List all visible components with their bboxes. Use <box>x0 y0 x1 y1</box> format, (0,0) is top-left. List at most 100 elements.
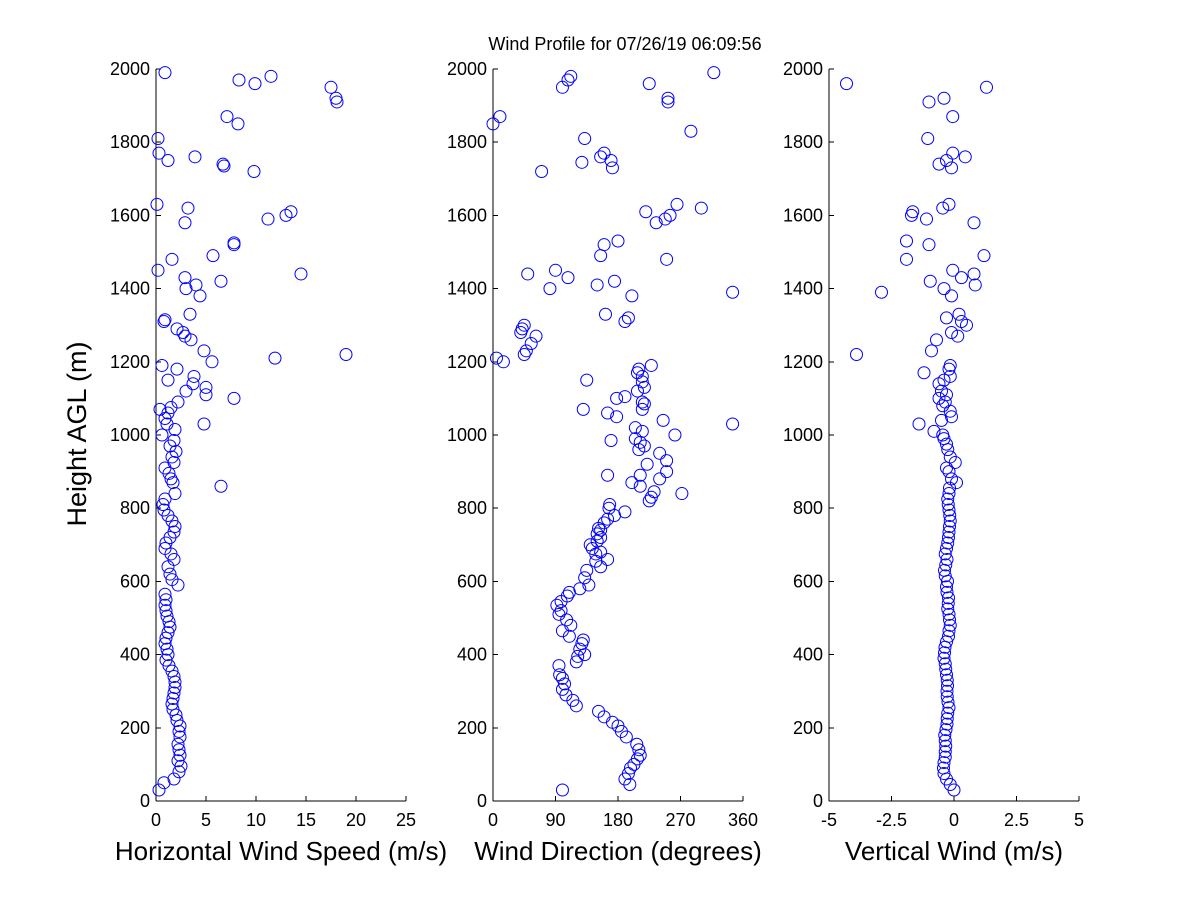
vertical-wind-point <box>940 552 954 566</box>
horizontal-wind-speed-point <box>188 150 202 164</box>
horizontal-wind-speed-point <box>166 692 180 706</box>
vertical-wind-point <box>938 750 952 764</box>
horizontal-wind-speed-y-tick-label: 1000 <box>110 425 150 445</box>
horizontal-wind-speed-point <box>167 455 181 469</box>
vertical-wind-point <box>945 326 958 340</box>
horizontal-wind-speed-point <box>156 498 170 512</box>
panel-vertical-wind: 0 200 400 600 800 1000 1200 1400 1600 1800 2000 -5 -… <box>783 59 1084 866</box>
wind-direction-point <box>647 485 661 499</box>
vertical-wind-y-tick-label: 800 <box>793 498 823 518</box>
wind-direction-point <box>564 618 578 632</box>
vertical-wind-point <box>952 307 966 321</box>
vertical-wind-point <box>943 613 956 627</box>
vertical-wind-point <box>937 373 951 387</box>
horizontal-wind-speed-point <box>161 154 175 167</box>
vertical-wind-point <box>940 668 953 682</box>
wind-direction-point <box>611 234 625 248</box>
wind-direction-point <box>521 267 535 281</box>
wind-direction-point <box>594 249 608 263</box>
horizontal-wind-speed-point <box>171 754 185 768</box>
horizontal-wind-speed-point <box>158 66 172 80</box>
vertical-wind-point <box>941 602 955 616</box>
horizontal-wind-speed-point <box>158 492 172 506</box>
horizontal-wind-speed-point <box>248 77 262 91</box>
vertical-wind-y-tick-label: 400 <box>793 645 823 665</box>
vertical-wind-point <box>942 624 956 638</box>
horizontal-wind-speed-point <box>261 212 275 226</box>
horizontal-wind-speed-y-tick-label: 1400 <box>110 279 150 299</box>
horizontal-wind-speed-point <box>157 776 171 790</box>
vertical-wind-point <box>936 428 950 442</box>
horizontal-wind-speed-point <box>159 604 173 618</box>
wind-direction-point <box>656 413 670 427</box>
wind-direction-point <box>661 95 675 109</box>
wind-direction-point <box>555 682 569 696</box>
vertical-wind-x-axis-label: Vertical Wind (m/s) <box>845 836 1063 866</box>
wind-direction-point <box>585 541 599 555</box>
horizontal-wind-speed-y-tick-label: 2000 <box>110 59 150 79</box>
vertical-wind-point <box>922 95 936 109</box>
horizontal-wind-speed-point <box>178 216 192 230</box>
vertical-wind-point <box>922 238 936 252</box>
horizontal-wind-speed-point <box>179 282 193 296</box>
wind-direction-point <box>635 402 649 416</box>
wind-direction-points <box>486 66 740 797</box>
vertical-wind-point <box>946 110 960 124</box>
vertical-wind-point <box>941 492 955 506</box>
vertical-wind-point <box>943 509 957 523</box>
wind-direction-point <box>633 479 647 493</box>
vertical-wind-point <box>940 541 953 555</box>
vertical-wind-point <box>940 684 954 698</box>
vertical-wind-point <box>940 437 953 451</box>
horizontal-wind-speed-point <box>155 428 169 442</box>
wind-direction-point <box>592 704 606 718</box>
horizontal-wind-speed-point <box>173 748 187 762</box>
wind-direction-point <box>535 164 549 178</box>
wind-direction-point <box>578 132 592 146</box>
horizontal-wind-speed-point <box>151 263 165 277</box>
horizontal-wind-speed-point <box>165 252 179 266</box>
vertical-wind-point <box>937 651 951 665</box>
vertical-wind-point <box>850 347 863 361</box>
wind-direction-point <box>517 318 531 332</box>
vertical-wind-point <box>927 424 941 438</box>
vertical-wind-y-tick-label: 200 <box>793 718 823 738</box>
wind-direction-point <box>653 446 667 460</box>
wind-direction-point <box>726 285 740 299</box>
vertical-wind-point <box>932 391 946 405</box>
wind-direction-point <box>632 743 646 757</box>
vertical-wind-point <box>905 208 918 222</box>
vertical-wind-point <box>980 80 993 94</box>
vertical-wind-y-tick-label: 1600 <box>783 205 823 225</box>
wind-direction-point <box>630 384 644 398</box>
wind-direction-point <box>628 432 642 446</box>
horizontal-wind-speed-point <box>179 384 193 398</box>
horizontal-wind-speed-point <box>152 783 166 797</box>
vertical-wind-point <box>945 410 958 424</box>
panel-wind-direction: 0 200 400 600 800 1000 1200 1400 1600 1800 2000 0 90… <box>447 59 762 866</box>
wind-direction-y-tick-label: 800 <box>457 498 487 518</box>
horizontal-wind-speed-point <box>159 653 173 667</box>
horizontal-wind-speed-point <box>158 587 172 601</box>
vertical-wind-point <box>917 366 931 380</box>
horizontal-wind-speed-point <box>227 236 241 250</box>
vertical-wind-y-tick-label: 1000 <box>783 425 823 445</box>
vertical-wind-y-tick-label: 0 <box>813 791 823 811</box>
horizontal-wind-speed-point <box>158 598 172 612</box>
wind-direction-point <box>552 659 566 673</box>
horizontal-wind-speed-point <box>158 313 172 327</box>
wind-direction-point <box>603 498 617 512</box>
horizontal-wind-speed-point <box>214 479 228 493</box>
wind-direction-point <box>726 417 740 431</box>
horizontal-wind-speed-point <box>324 80 338 94</box>
horizontal-wind-speed-point <box>157 315 171 329</box>
wind-direction-point <box>658 212 672 226</box>
vertical-wind-point <box>937 91 951 105</box>
wind-direction-point <box>660 252 674 266</box>
wind-direction-point <box>663 208 677 222</box>
wind-direction-point <box>594 530 608 544</box>
wind-direction-point <box>601 468 615 482</box>
horizontal-wind-speed-point <box>220 110 234 124</box>
vertical-wind-point <box>935 413 948 427</box>
wind-direction-point <box>496 355 510 369</box>
